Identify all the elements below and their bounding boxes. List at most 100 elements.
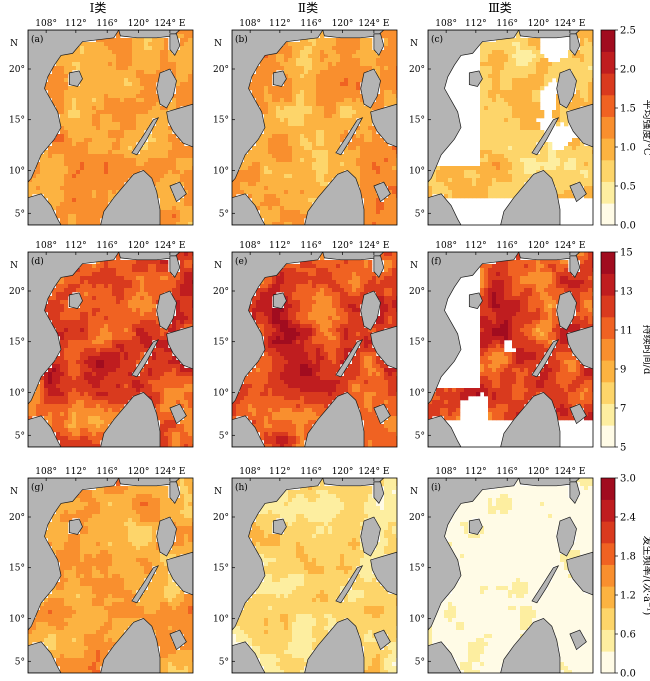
lat-tick-label: 5° xyxy=(15,431,25,441)
lat-tick-label: 5° xyxy=(415,431,425,441)
north-label: N xyxy=(410,487,418,497)
lon-tick-label: 120° xyxy=(528,19,550,29)
lat-tick-label: 10° xyxy=(409,388,425,398)
colorbar-tick-label: 7 xyxy=(620,404,626,415)
north-label: N xyxy=(410,39,418,49)
north-label: N xyxy=(214,261,222,271)
lon-tick-label: 124° E xyxy=(154,241,185,251)
lon-tick-label: 112° xyxy=(465,467,487,477)
lon-tick-label: 116° xyxy=(496,19,518,29)
lat-tick-label: 5° xyxy=(219,431,229,441)
lon-tick-label: 112° xyxy=(65,467,87,477)
panel-label: (c) xyxy=(431,34,443,45)
lat-tick-label: 20° xyxy=(9,65,25,75)
lon-tick-label: 120° xyxy=(128,467,150,477)
lon-tick-label: 112° xyxy=(269,19,291,29)
colorbar-segment xyxy=(601,339,615,361)
colorbar-segment xyxy=(601,95,615,117)
panel-label: (d) xyxy=(31,256,44,267)
lat-tick-label: 10° xyxy=(9,614,25,624)
colorbar-tick-label: 15 xyxy=(620,248,633,259)
lon-tick-label: 112° xyxy=(269,467,291,477)
lon-tick-label: 124° E xyxy=(358,241,389,251)
lon-tick-label: 120° xyxy=(128,241,150,251)
lat-tick-label: 5° xyxy=(219,657,229,667)
colorbar-segment xyxy=(601,274,615,296)
colorbar-segment xyxy=(601,521,615,543)
lat-tick-label: 15° xyxy=(213,338,229,348)
panel-label: (a) xyxy=(31,34,43,45)
lon-tick-label: 116° xyxy=(96,467,118,477)
lon-tick-label: 108° xyxy=(239,241,261,251)
lon-tick-label: 108° xyxy=(435,19,457,29)
lon-tick-label: 112° xyxy=(465,19,487,29)
lat-tick-label: 10° xyxy=(213,166,229,176)
colorbar-segment xyxy=(601,160,615,182)
colorbar-segment xyxy=(601,565,615,587)
colorbar-title: 平均强度/°C xyxy=(641,99,650,155)
lon-tick-label: 108° xyxy=(35,467,57,477)
colorbar-segment xyxy=(601,73,615,95)
lat-tick-label: 10° xyxy=(213,388,229,398)
north-label: N xyxy=(10,487,18,497)
colorbar-tick-label: 11 xyxy=(620,326,633,337)
colorbar-segment xyxy=(601,651,615,673)
panel-label: (i) xyxy=(431,482,441,493)
lon-tick-label: 120° xyxy=(528,241,550,251)
lat-tick-label: 15° xyxy=(409,116,425,126)
lon-tick-label: 120° xyxy=(332,19,354,29)
colorbar-tick-label: 5 xyxy=(620,443,626,454)
colorbar-tick-label: 0.5 xyxy=(620,182,636,193)
north-label: N xyxy=(214,39,222,49)
lon-tick-label: 112° xyxy=(269,241,291,251)
colorbar-segment xyxy=(601,630,615,652)
lat-tick-label: 5° xyxy=(15,209,25,219)
lat-tick-label: 10° xyxy=(9,166,25,176)
colorbar-tick-label: 2.5 xyxy=(620,26,636,37)
panel-label: (e) xyxy=(235,256,247,267)
colorbar-segment xyxy=(601,252,615,274)
map-panels: 108° 112° 116° 120° 124° E N 20° 15° 10° 5° (a) 108… xyxy=(9,19,596,674)
colorbar-title: 发生频率/(次·a⁻¹) xyxy=(641,536,650,616)
colorbar-tick-label: 1.5 xyxy=(620,104,636,115)
colorbar-segment xyxy=(601,52,615,74)
colorbar-tick-label: 1.2 xyxy=(620,591,636,602)
colorbar-segment xyxy=(601,182,615,204)
colorbar-segment xyxy=(601,478,615,500)
panel-label: (f) xyxy=(431,256,441,267)
colorbar-tick-label: 1.8 xyxy=(620,552,636,563)
lon-tick-label: 108° xyxy=(435,241,457,251)
colorbar-segment xyxy=(601,30,615,52)
colorbar-segment xyxy=(601,360,615,382)
lat-tick-label: 20° xyxy=(409,513,425,523)
colorbar-segment xyxy=(601,317,615,339)
lat-tick-label: 15° xyxy=(213,116,229,126)
colorbar-segment xyxy=(601,500,615,522)
lat-tick-label: 5° xyxy=(415,209,425,219)
lat-tick-label: 10° xyxy=(9,388,25,398)
lon-tick-label: 120° xyxy=(128,19,150,29)
lon-tick-label: 120° xyxy=(332,467,354,477)
lat-tick-label: 15° xyxy=(409,338,425,348)
lon-tick-label: 124° E xyxy=(154,467,185,477)
lat-tick-label: 5° xyxy=(15,657,25,667)
colorbar-tick-label: 0.6 xyxy=(620,630,636,641)
lon-tick-label: 116° xyxy=(300,19,322,29)
lon-tick-label: 116° xyxy=(96,241,118,251)
panel-label: (h) xyxy=(235,482,248,493)
north-label: N xyxy=(10,39,18,49)
lat-tick-label: 20° xyxy=(213,65,229,75)
lon-tick-label: 112° xyxy=(465,241,487,251)
north-label: N xyxy=(410,261,418,271)
lon-tick-label: 116° xyxy=(300,467,322,477)
column-title-2: Ⅱ类 xyxy=(298,1,318,15)
lat-tick-label: 20° xyxy=(9,513,25,523)
